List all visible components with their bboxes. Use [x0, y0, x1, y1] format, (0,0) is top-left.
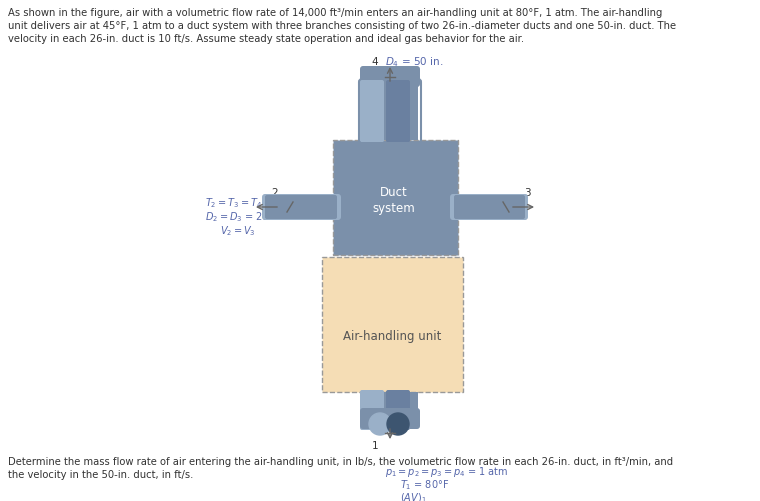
Text: Duct
system: Duct system — [372, 186, 415, 215]
FancyBboxPatch shape — [265, 195, 337, 219]
Bar — [362, 82, 418, 140]
Circle shape — [369, 75, 391, 97]
FancyBboxPatch shape — [386, 80, 410, 142]
Circle shape — [369, 413, 391, 435]
Text: $T_1$ = 80°F: $T_1$ = 80°F — [400, 478, 449, 492]
Text: $D_2 = D_3$ = 26 in.: $D_2 = D_3$ = 26 in. — [205, 210, 284, 224]
Bar — [362, 82, 418, 140]
Bar — [322, 257, 463, 392]
FancyBboxPatch shape — [386, 80, 410, 142]
FancyBboxPatch shape — [360, 80, 384, 142]
Bar — [362, 392, 418, 428]
Text: $(AV)_1$: $(AV)_1$ — [400, 491, 426, 501]
Bar — [333, 140, 458, 255]
Text: 3: 3 — [524, 188, 530, 198]
FancyBboxPatch shape — [450, 194, 528, 220]
Circle shape — [387, 75, 409, 97]
Text: Determine the mass flow rate of air entering the air-handling unit, in lb/s, the: Determine the mass flow rate of air ente… — [8, 457, 673, 480]
Text: 4: 4 — [372, 57, 378, 67]
Text: $D_4$ = 50 in.: $D_4$ = 50 in. — [385, 55, 443, 69]
Text: 1: 1 — [372, 441, 378, 451]
FancyBboxPatch shape — [360, 80, 384, 142]
FancyBboxPatch shape — [454, 195, 525, 219]
Text: 2: 2 — [271, 188, 278, 198]
FancyBboxPatch shape — [360, 408, 420, 429]
Text: $T_2 = T_3 = T_4$ = 45°F: $T_2 = T_3 = T_4$ = 45°F — [205, 196, 299, 210]
Circle shape — [387, 413, 409, 435]
Text: $p_1 = p_2 = p_3 = p_4$ = 1 atm: $p_1 = p_2 = p_3 = p_4$ = 1 atm — [385, 465, 508, 479]
FancyBboxPatch shape — [386, 390, 410, 430]
Text: As shown in the figure, air with a volumetric flow rate of 14,000 ft³/min enters: As shown in the figure, air with a volum… — [8, 8, 676, 45]
Text: $V_2 = V_3$: $V_2 = V_3$ — [220, 224, 255, 238]
FancyBboxPatch shape — [262, 194, 341, 220]
Text: Air-handling unit: Air-handling unit — [344, 330, 442, 343]
FancyBboxPatch shape — [360, 66, 420, 87]
FancyBboxPatch shape — [360, 390, 384, 430]
